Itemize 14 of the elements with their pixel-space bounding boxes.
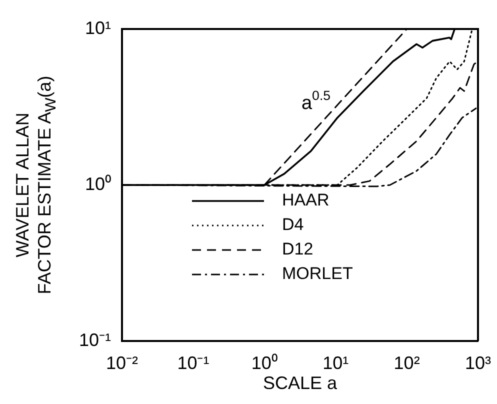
legend-label: D12: [282, 240, 314, 259]
y-tick-label: 10⁻¹: [78, 330, 112, 350]
legend-label: MORLET: [282, 264, 353, 284]
y-tick-label: 10⁰: [84, 174, 111, 194]
x-tick-label: 10²: [394, 352, 420, 373]
x-tick-label: 10⁻¹: [177, 352, 210, 373]
y-tick-label: 10¹: [84, 18, 112, 38]
x-axis-title: SCALE a: [262, 372, 338, 393]
x-tick-label: 10⁰: [251, 352, 278, 373]
x-tick-label: 10¹: [322, 352, 349, 373]
x-tick-label: 10⁻²: [106, 352, 138, 373]
legend-label: HAAR: [282, 190, 330, 210]
x-tick-label: 10³: [464, 352, 492, 373]
legend-label: D4: [282, 215, 304, 234]
